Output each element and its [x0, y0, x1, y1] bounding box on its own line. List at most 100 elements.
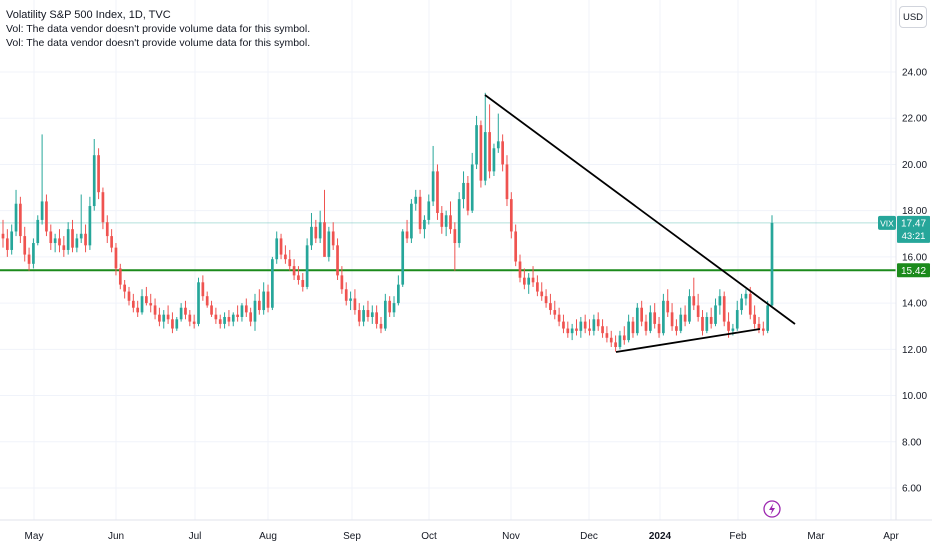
- candle: [544, 289, 548, 308]
- candle: [370, 305, 374, 324]
- candle: [153, 298, 157, 320]
- candle: [588, 319, 591, 336]
- candle: [423, 215, 426, 239]
- currency-button[interactable]: USD: [899, 6, 927, 28]
- candle: [557, 307, 561, 327]
- candle: [492, 143, 496, 176]
- candle: [210, 300, 213, 317]
- candle: [470, 152, 474, 213]
- candle: [184, 300, 187, 320]
- candle: [66, 222, 70, 255]
- candle: [518, 254, 522, 283]
- candle: [388, 296, 392, 317]
- candle: [349, 291, 352, 311]
- ascending-trendline[interactable]: [615, 328, 761, 353]
- candle: [145, 286, 148, 306]
- time-axis[interactable]: May Jun Jul Aug Sep Oct Nov Dec 2024 Feb Mar Apr: [0, 519, 932, 542]
- candle: [305, 238, 309, 290]
- candle: [635, 303, 639, 336]
- candle: [410, 199, 413, 244]
- candle: [514, 224, 518, 267]
- candle: [631, 316, 635, 338]
- candle: [297, 266, 300, 285]
- symbol-tag-label: VIX: [880, 218, 894, 228]
- candle: [88, 196, 92, 250]
- price-axis[interactable]: 24.00 22.00 20.00 18.00 16.00 14.00 12.00 10.00…: [895, 0, 927, 520]
- candle: [761, 321, 765, 336]
- candle: [657, 316, 661, 338]
- candle: [136, 300, 140, 317]
- candle: [36, 215, 40, 246]
- y-tick-label: 12.00: [902, 345, 927, 356]
- horizontal-line-value: 15.42: [901, 266, 926, 277]
- candle: [496, 113, 500, 153]
- candle: [501, 134, 504, 172]
- candle: [205, 291, 209, 308]
- descending-trendline[interactable]: [484, 94, 796, 325]
- candle: [331, 222, 335, 250]
- candle: [701, 310, 704, 336]
- candle: [462, 171, 465, 209]
- event-lightning-icon[interactable]: [763, 500, 781, 518]
- candle: [244, 298, 248, 317]
- candle: [509, 192, 513, 239]
- candle: [488, 104, 491, 179]
- candle: [92, 139, 96, 211]
- chart-legend: Volatility S&P 500 Index, 1D, TVC Vol: T…: [6, 8, 310, 51]
- candle: [696, 293, 700, 322]
- candle: [627, 314, 630, 343]
- candle: [49, 224, 53, 250]
- x-tick-label: May: [25, 531, 44, 542]
- y-tick-label: 22.00: [902, 114, 927, 125]
- candle: [279, 233, 283, 260]
- candle: [449, 201, 452, 234]
- candle: [466, 176, 470, 216]
- candle: [570, 323, 574, 341]
- last-price-tag: 17.47 43:21: [897, 215, 930, 243]
- candle: [123, 280, 126, 299]
- candle: [140, 289, 144, 315]
- candle: [675, 319, 678, 336]
- candle: [32, 238, 35, 269]
- symbol-title[interactable]: Volatility S&P 500 Index, 1D, TVC: [6, 9, 171, 21]
- candles: [1, 92, 774, 352]
- candle: [275, 231, 279, 264]
- candle: [257, 289, 261, 315]
- candle: [592, 314, 596, 336]
- symbol-price-tag: VIX: [878, 215, 896, 230]
- candle: [97, 148, 100, 200]
- candle: [249, 307, 252, 327]
- candle: [505, 155, 509, 207]
- trendlines[interactable]: [484, 94, 796, 353]
- candle: [740, 293, 743, 315]
- candle: [362, 305, 365, 327]
- candle: [223, 312, 226, 329]
- candle: [40, 134, 44, 225]
- candle: [431, 145, 435, 207]
- x-tick-label: Oct: [421, 531, 437, 542]
- support-line[interactable]: [0, 222, 896, 272]
- candle: [227, 310, 231, 327]
- candle: [683, 305, 687, 327]
- candle: [692, 277, 696, 311]
- x-tick-label: Aug: [259, 531, 277, 542]
- candle: [158, 307, 161, 327]
- candle: [71, 219, 74, 253]
- x-tick-label: 2024: [649, 531, 672, 542]
- candle: [575, 319, 578, 336]
- candle: [457, 192, 461, 248]
- candle: [475, 115, 478, 170]
- candle: [336, 238, 339, 280]
- y-tick-label: 14.00: [902, 299, 927, 310]
- candle: [162, 310, 166, 329]
- candle: [314, 219, 318, 244]
- candle: [679, 307, 683, 334]
- candle: [79, 194, 83, 244]
- candle: [262, 282, 266, 315]
- candle: [266, 284, 270, 313]
- candle: [366, 300, 370, 322]
- candle: [323, 189, 326, 257]
- candle: [566, 321, 570, 338]
- candle: [553, 300, 557, 320]
